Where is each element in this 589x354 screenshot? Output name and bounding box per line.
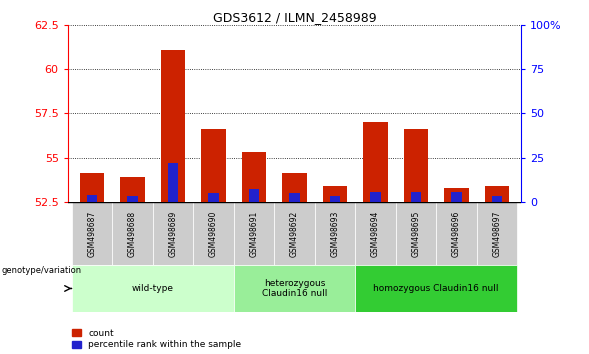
Bar [234,202,274,266]
Bar [208,193,219,202]
Text: homozygous Claudin16 null: homozygous Claudin16 null [373,284,499,293]
Text: GSM498691: GSM498691 [250,211,259,257]
Text: wild-type: wild-type [132,284,174,293]
Text: GSM498689: GSM498689 [168,211,177,257]
Text: genotype/variation: genotype/variation [1,266,81,275]
Bar [315,202,355,266]
Text: GSM498692: GSM498692 [290,211,299,257]
Text: GSM498697: GSM498697 [492,210,501,257]
Bar [329,196,340,202]
Bar [411,192,422,202]
Legend: count, percentile rank within the sample: count, percentile rank within the sample [72,329,241,349]
Text: GSM498696: GSM498696 [452,210,461,257]
Bar [404,129,428,202]
Bar [153,202,193,266]
Title: GDS3612 / ILMN_2458989: GDS3612 / ILMN_2458989 [213,11,376,24]
Bar [87,195,98,202]
Bar [112,202,153,266]
Bar [282,173,307,202]
Bar [242,152,266,202]
Bar [72,266,234,312]
Bar [167,163,178,202]
Text: GSM498687: GSM498687 [88,211,97,257]
Bar [120,177,145,202]
Bar [80,173,104,202]
Bar [161,50,185,202]
Bar [274,202,315,266]
Bar [289,193,300,202]
Text: GSM498694: GSM498694 [371,210,380,257]
Bar [249,189,260,202]
Text: GSM498688: GSM498688 [128,211,137,257]
Bar [444,188,469,202]
Bar [363,122,388,202]
Text: GSM498693: GSM498693 [330,210,339,257]
Bar [396,202,436,266]
Bar [477,202,517,266]
Text: GSM498690: GSM498690 [209,210,218,257]
Bar [234,266,355,312]
Bar [355,202,396,266]
Text: heterozygous
Claudin16 null: heterozygous Claudin16 null [262,279,327,298]
Bar [355,266,517,312]
Bar [72,202,112,266]
Bar [193,202,234,266]
Bar [491,195,502,202]
Bar [323,186,347,202]
Bar [436,202,477,266]
Bar [370,192,381,202]
Bar [127,195,138,202]
Bar [451,192,462,202]
Bar [485,186,509,202]
Text: GSM498695: GSM498695 [412,210,421,257]
Bar [201,129,226,202]
